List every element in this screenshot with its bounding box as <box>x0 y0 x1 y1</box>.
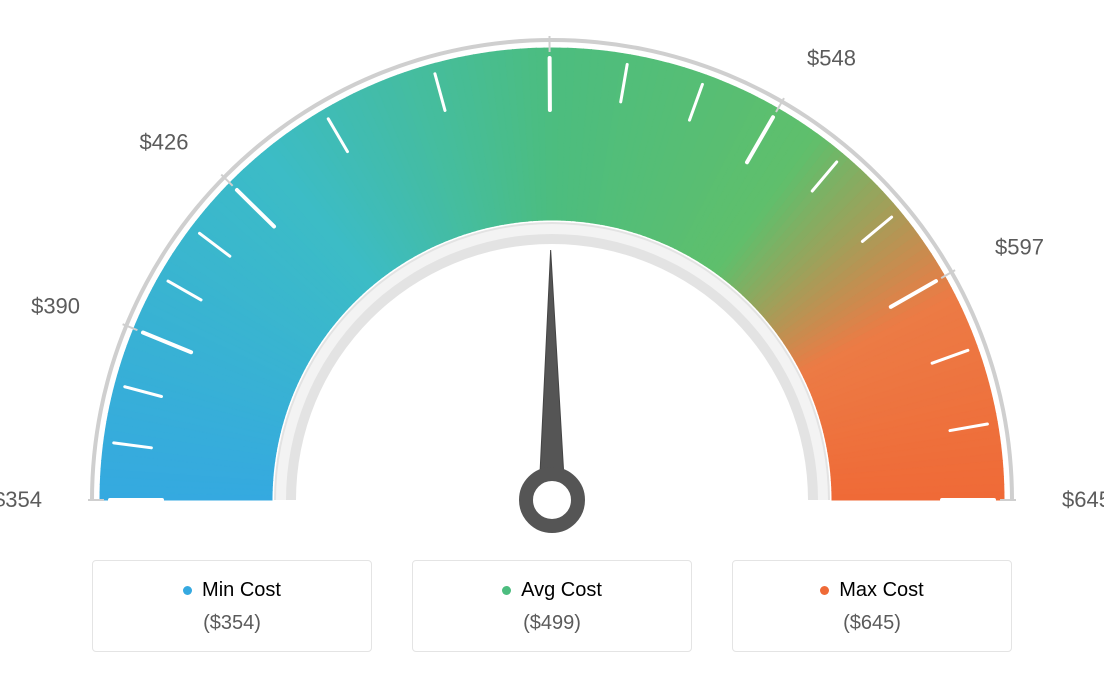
legend-value-min: ($354) <box>103 612 361 635</box>
svg-text:$548: $548 <box>807 45 856 70</box>
legend-box-min: Min Cost ($354) <box>92 560 372 652</box>
svg-text:$645: $645 <box>1062 487 1104 512</box>
legend-label-min: Min Cost <box>202 579 281 602</box>
legend-title-max: Max Cost <box>820 579 923 602</box>
svg-text:$354: $354 <box>0 487 42 512</box>
legend-title-avg: Avg Cost <box>502 579 602 602</box>
legend-box-max: Max Cost ($645) <box>732 560 1012 652</box>
gauge-chart: $354 $390 $426 $499 $548 $597 $645 <box>0 0 1104 560</box>
gauge-svg: $354 $390 $426 $499 $548 $597 $645 <box>0 0 1104 560</box>
svg-text:$597: $597 <box>995 234 1044 259</box>
legend-dot-max <box>820 586 829 595</box>
svg-text:$426: $426 <box>140 129 189 154</box>
legend-row: Min Cost ($354) Avg Cost ($499) Max Cost… <box>0 560 1104 652</box>
legend-title-min: Min Cost <box>183 579 281 602</box>
svg-text:$390: $390 <box>31 294 80 319</box>
legend-dot-avg <box>502 586 511 595</box>
legend-dot-min <box>183 586 192 595</box>
svg-text:$499: $499 <box>525 0 574 2</box>
legend-label-avg: Avg Cost <box>521 579 602 602</box>
legend-label-max: Max Cost <box>839 579 923 602</box>
legend-box-avg: Avg Cost ($499) <box>412 560 692 652</box>
legend-value-max: ($645) <box>743 612 1001 635</box>
legend-value-avg: ($499) <box>423 612 681 635</box>
